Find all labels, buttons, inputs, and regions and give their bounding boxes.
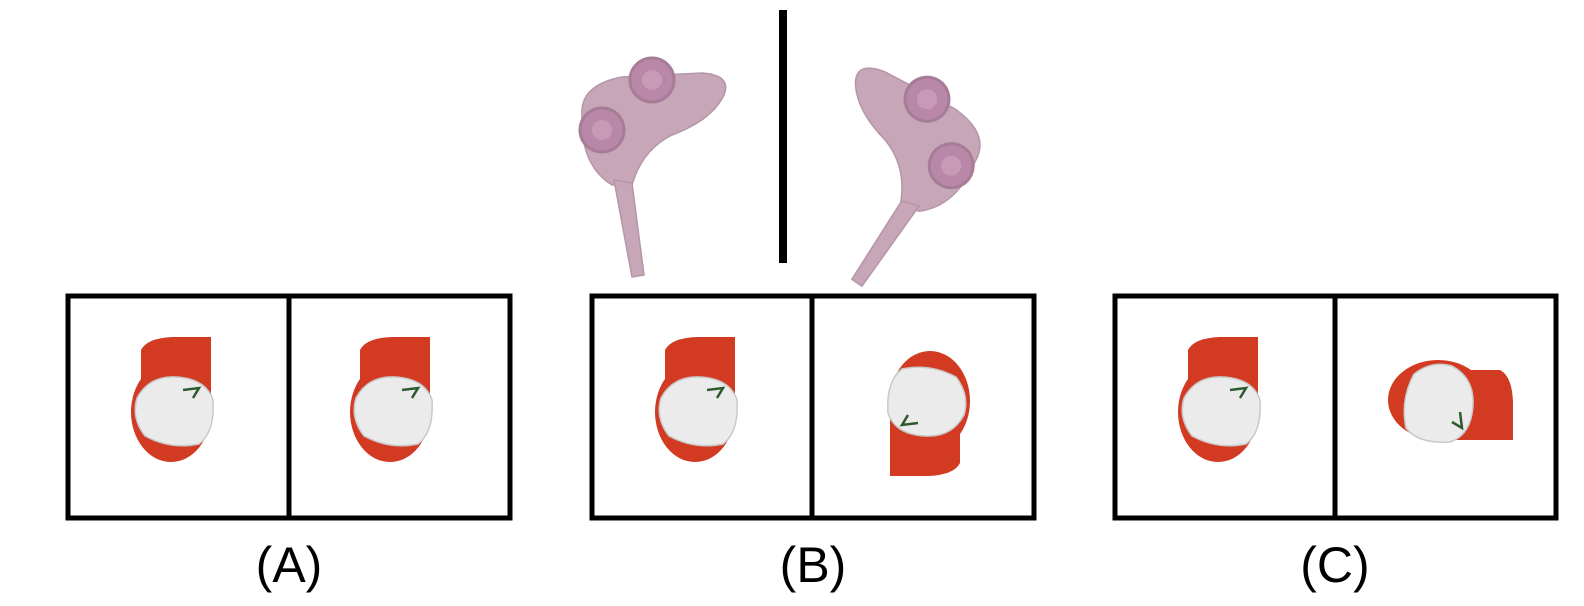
option-c-panel[interactable]	[1112, 293, 1559, 521]
option-b-label[interactable]: (B)	[779, 537, 847, 593]
option-b-left-cap-icon	[653, 335, 739, 464]
option-c-right-cap-icon	[1386, 358, 1515, 444]
option-b-right-cap-icon	[886, 349, 972, 478]
reference-separator	[779, 10, 787, 263]
reference-right-object	[775, 46, 1004, 310]
option-c-left-cap-icon	[1176, 335, 1262, 464]
option-a-left-cap-icon	[129, 335, 215, 464]
reference-left-object	[578, 56, 728, 279]
option-c-label[interactable]: (C)	[1300, 537, 1370, 593]
option-a-right-cap-icon	[348, 335, 434, 464]
option-b-panel[interactable]	[589, 293, 1037, 521]
option-a-panel[interactable]	[65, 293, 513, 521]
option-a-label[interactable]: (A)	[255, 537, 323, 593]
